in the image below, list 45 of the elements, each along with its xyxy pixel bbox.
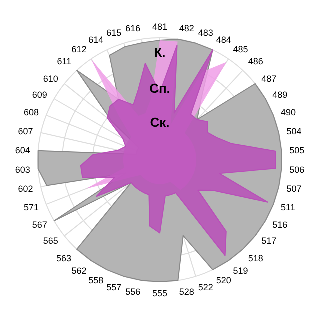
spoke-label: 490 <box>281 108 296 118</box>
spoke-label: 615 <box>106 28 122 38</box>
spoke-label: 610 <box>43 74 58 84</box>
spoke-label: 571 <box>24 202 39 213</box>
spoke-label: 484 <box>216 34 232 45</box>
spoke-label: 487 <box>262 74 277 84</box>
spoke-label: 607 <box>18 126 34 136</box>
spoke-label: 612 <box>72 44 87 55</box>
spoke-label: 517 <box>262 236 277 246</box>
spoke-label: 614 <box>88 34 104 45</box>
spoke-label: 520 <box>216 276 232 286</box>
text: Ск. <box>149 115 171 130</box>
spoke-label: 616 <box>126 23 141 34</box>
spoke-label: 609 <box>32 90 48 100</box>
spoke-label: 555 <box>152 288 168 298</box>
spoke-label: 611 <box>57 56 72 67</box>
spoke-label: 563 <box>56 254 72 264</box>
spoke-label: 481 <box>152 22 168 32</box>
spoke-label: 604 <box>15 145 30 156</box>
spoke-label: 558 <box>88 276 104 286</box>
spoke-label: 506 <box>290 164 305 175</box>
spoke-label: 567 <box>32 220 48 230</box>
spoke-label: 562 <box>72 266 87 276</box>
spoke-label: 516 <box>272 220 288 230</box>
spoke-label: 485 <box>233 44 248 55</box>
spoke-label: 557 <box>106 282 122 293</box>
spoke-label: 565 <box>43 236 58 246</box>
spoke-label: 556 <box>126 286 141 297</box>
spoke-label: 511 <box>281 202 296 213</box>
spoke-label: 528 <box>179 286 194 297</box>
spoke-label: 518 <box>248 254 264 264</box>
text: К. <box>153 44 167 60</box>
spoke-label: 602 <box>18 184 34 194</box>
spoke-label: 486 <box>248 56 264 67</box>
spoke-label: 603 <box>15 164 30 175</box>
spoke-label: 489 <box>272 90 288 100</box>
text: Сп. <box>148 81 172 96</box>
spoke-label: 608 <box>24 108 39 118</box>
spoke-label: 504 <box>286 126 302 136</box>
spoke-label: 483 <box>198 28 214 38</box>
spoke-label: 522 <box>198 282 214 293</box>
spoke-label: 482 <box>179 23 194 34</box>
spoke-label: 507 <box>286 184 302 194</box>
spoke-label: 505 <box>290 145 305 156</box>
spoke-label: 519 <box>233 266 248 276</box>
